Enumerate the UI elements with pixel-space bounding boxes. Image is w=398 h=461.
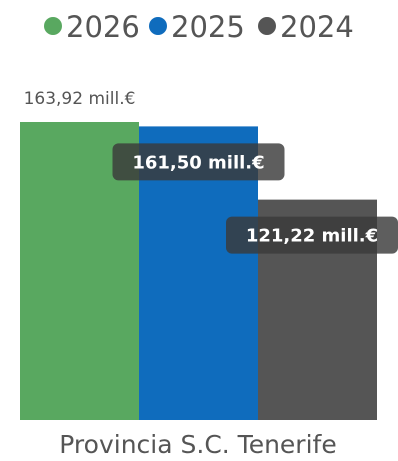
data-label-2025: 161,50 mill.€ bbox=[132, 152, 264, 173]
legend-marker-2026 bbox=[44, 17, 62, 35]
legend-label-2024: 2024 bbox=[280, 10, 354, 44]
data-label-box-2025 bbox=[112, 143, 285, 181]
legend-label-2026: 2026 bbox=[66, 10, 140, 44]
legend-marker-2024 bbox=[258, 17, 276, 35]
category-label: Provincia S.C. Tenerife bbox=[59, 430, 336, 459]
data-label-2026: 163,92 mill.€ bbox=[24, 89, 136, 109]
legend-label-2025: 2025 bbox=[171, 10, 245, 44]
data-label-box-2024 bbox=[226, 216, 398, 254]
legend: 2026 2025 2024 bbox=[44, 10, 354, 44]
legend-marker-2025 bbox=[149, 17, 167, 35]
data-label-2024: 121,22 mill.€ bbox=[246, 226, 378, 247]
data-labels-group: 163,92 mill.€ 161,50 mill.€ 121,22 mill.€ bbox=[24, 89, 398, 254]
